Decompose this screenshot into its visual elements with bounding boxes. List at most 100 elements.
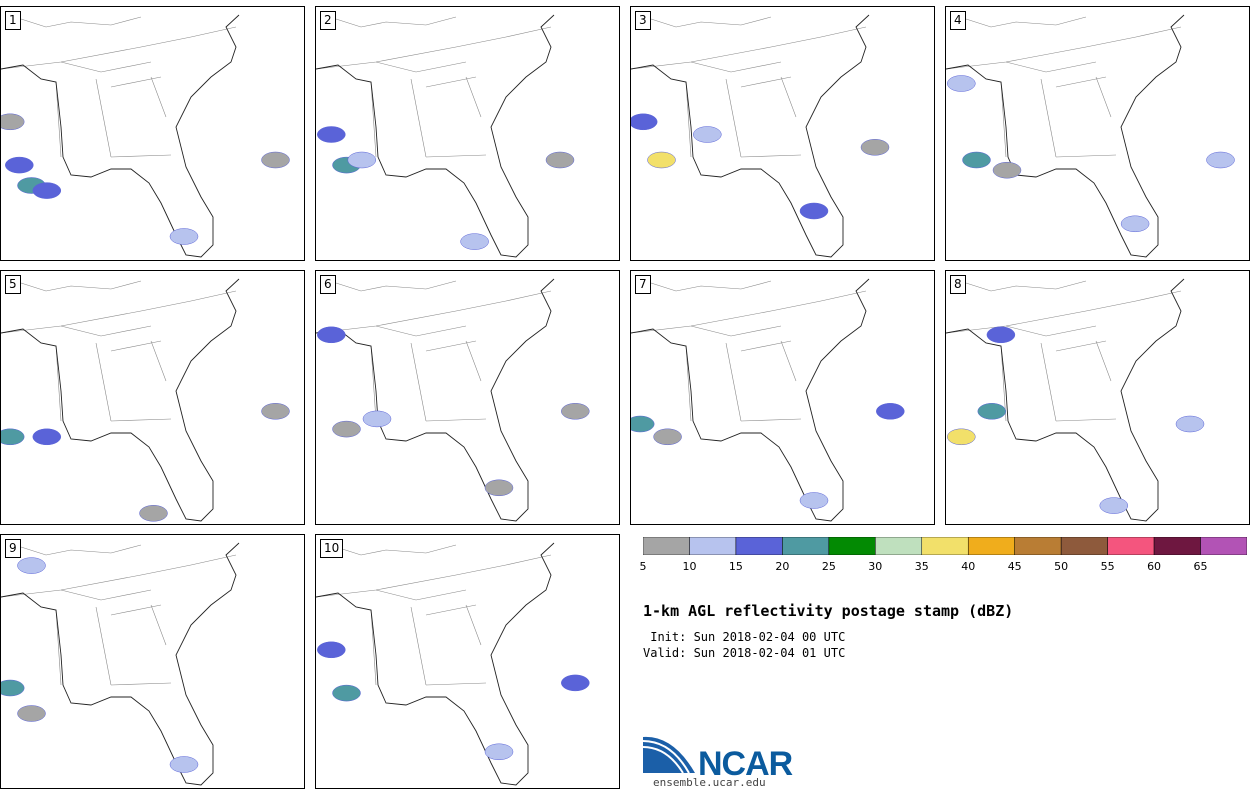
basemap	[1, 542, 240, 786]
ensemble-member-panel-1: 1	[0, 6, 305, 261]
reflectivity-cell	[5, 156, 34, 174]
panel-number: 2	[320, 11, 336, 30]
panel-number: 4	[950, 11, 966, 30]
colorbar-segment	[1153, 537, 1201, 555]
ensemble-member-panel-9: 9	[0, 534, 305, 789]
reflectivity-cell	[1, 679, 25, 697]
coastline	[316, 278, 555, 522]
basemap	[316, 14, 575, 258]
reflectivity-cell	[977, 403, 1007, 420]
panel-number: 5	[5, 275, 21, 294]
colorbar-tick-label: 30	[868, 560, 883, 573]
reflectivity-cell	[860, 139, 890, 156]
basemap	[1, 278, 290, 522]
reflectivity-cell	[484, 743, 514, 761]
ensemble-member-panel-3: 3	[630, 6, 935, 261]
reflectivity-cell	[876, 403, 905, 420]
reflectivity-cell	[1, 428, 25, 446]
coastline	[1, 14, 240, 258]
colorbar-segment	[689, 537, 737, 555]
basemap	[631, 14, 890, 258]
reflectivity-cell	[362, 410, 392, 428]
colorbar-segment	[782, 537, 830, 555]
colorbar-segment	[828, 537, 876, 555]
reflectivity-cell	[347, 151, 377, 169]
reflectivity-cell	[332, 684, 361, 702]
reflectivity-cell	[460, 233, 489, 250]
reflectivity-cell	[317, 126, 346, 143]
colorbar-segment	[1060, 537, 1108, 555]
reflectivity-cell	[332, 420, 361, 438]
colorbar-tick-label: 10	[682, 560, 697, 573]
panel-number: 6	[320, 275, 336, 294]
ensemble-member-panel-10: 10	[315, 534, 620, 789]
colorbar-tick-label: 40	[961, 560, 976, 573]
reflectivity-cell	[986, 326, 1016, 344]
reflectivity-cell	[962, 151, 991, 169]
colorbar-tick-label: 20	[775, 560, 790, 573]
reflectivity-cell	[1120, 215, 1150, 233]
colorbar-tick-label: 45	[1007, 560, 1022, 573]
ensemble-member-panel-8: 8	[945, 270, 1250, 525]
ensemble-member-panel-5: 5	[0, 270, 305, 525]
coastline	[946, 278, 1185, 522]
coastline	[631, 278, 870, 522]
reflectivity-cell	[1099, 497, 1129, 514]
colorbar-tick-label: 25	[821, 560, 836, 573]
basemap	[631, 278, 905, 522]
basemap	[316, 278, 590, 522]
reflectivity-colorbar	[643, 537, 1247, 555]
colorbar-ticks: 5 10 15 20 25 30 35 40 45 50 55 60 65	[639, 560, 1253, 576]
panel-number: 1	[5, 11, 21, 30]
init-time: Init: Sun 2018-02-04 00 UTC	[643, 630, 846, 644]
colorbar-segment	[875, 537, 923, 555]
reflectivity-cell	[261, 403, 290, 420]
reflectivity-cell	[139, 505, 168, 522]
reflectivity-cell	[261, 151, 290, 169]
reflectivity-cell	[317, 641, 346, 659]
colorbar-segment	[921, 537, 969, 555]
colorbar-tick-label: 50	[1054, 560, 1069, 573]
reflectivity-cell	[32, 182, 62, 199]
colorbar-tick-label: 15	[728, 560, 743, 573]
colorbar-segment	[967, 537, 1015, 555]
colorbar-tick-label: 35	[914, 560, 929, 573]
reflectivity-cell	[169, 228, 199, 245]
ensemble-member-panel-7: 7	[630, 270, 935, 525]
logo-name: NCAR	[698, 745, 793, 783]
reflectivity-cell	[1175, 415, 1205, 433]
reflectivity-cell	[1206, 151, 1235, 169]
reflectivity-cell	[631, 113, 658, 131]
coastline	[316, 14, 555, 258]
coastline	[1, 278, 240, 522]
ensemble-member-panel-2: 2	[315, 6, 620, 261]
ensemble-member-panel-6: 6	[315, 270, 620, 525]
reflectivity-cell	[799, 492, 829, 509]
reflectivity-cell	[545, 151, 575, 169]
coastline	[946, 14, 1185, 258]
reflectivity-cell	[561, 403, 590, 420]
basemap	[316, 542, 590, 786]
reflectivity-cell	[693, 126, 722, 143]
basemap	[946, 14, 1235, 258]
reflectivity-cell	[947, 428, 976, 446]
colorbar-tick-label: 5	[639, 560, 647, 573]
reflectivity-cell	[317, 326, 346, 344]
colorbar-segment	[643, 537, 690, 555]
panel-number: 10	[320, 539, 344, 558]
panel-number: 3	[635, 11, 651, 30]
ensemble-member-panel-4: 4	[945, 6, 1250, 261]
basemap	[1, 14, 290, 258]
reflectivity-cell	[1, 113, 25, 131]
panel-number: 9	[5, 539, 21, 558]
valid-time: Valid: Sun 2018-02-04 01 UTC	[643, 646, 846, 660]
figure-title: 1-km AGL reflectivity postage stamp (dBZ…	[643, 602, 1014, 620]
colorbar-tick-label: 55	[1100, 560, 1115, 573]
colorbar-tick-label: 65	[1193, 560, 1208, 573]
reflectivity-cell	[561, 674, 590, 692]
reflectivity-cell	[799, 202, 829, 220]
coastline	[1, 542, 240, 786]
reflectivity-cell	[653, 428, 682, 446]
logo-url: ensemble.ucar.edu	[653, 776, 766, 789]
panel-number: 7	[635, 275, 651, 294]
